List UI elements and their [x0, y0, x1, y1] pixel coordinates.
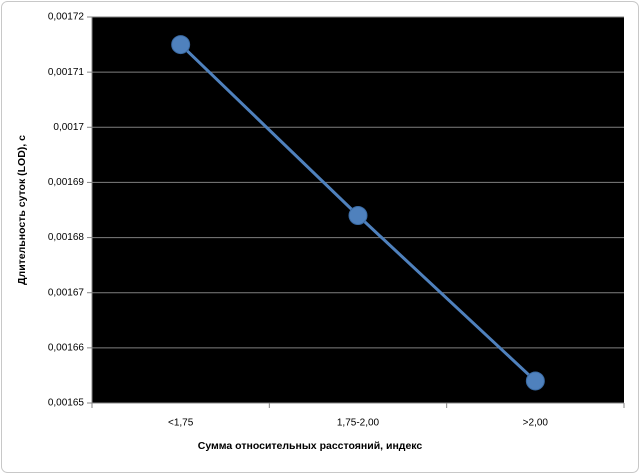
y-tick-label: 0,00171 — [48, 67, 85, 78]
y-tick-label: 0,00166 — [48, 342, 85, 353]
y-tick-label: 0,0017 — [53, 122, 84, 133]
data-point — [348, 206, 368, 226]
y-axis-title: Длительность суток (LOD), с — [16, 135, 28, 285]
y-tick-label: 0,00165 — [48, 398, 85, 409]
x-tick-label: >2,00 — [523, 418, 549, 429]
x-axis-title: Сумма относительных расстояний, индекс — [198, 440, 423, 452]
y-tick-label: 0,00167 — [48, 287, 85, 298]
x-tick-label: 1,75-2,00 — [337, 418, 380, 429]
x-tick-label: <1,75 — [168, 418, 194, 429]
data-point — [525, 371, 545, 391]
y-tick-label: 0,00172 — [48, 12, 85, 23]
y-tick-label: 0,00169 — [48, 177, 85, 188]
y-tick-label: 0,00168 — [48, 232, 85, 243]
data-point — [171, 35, 191, 55]
